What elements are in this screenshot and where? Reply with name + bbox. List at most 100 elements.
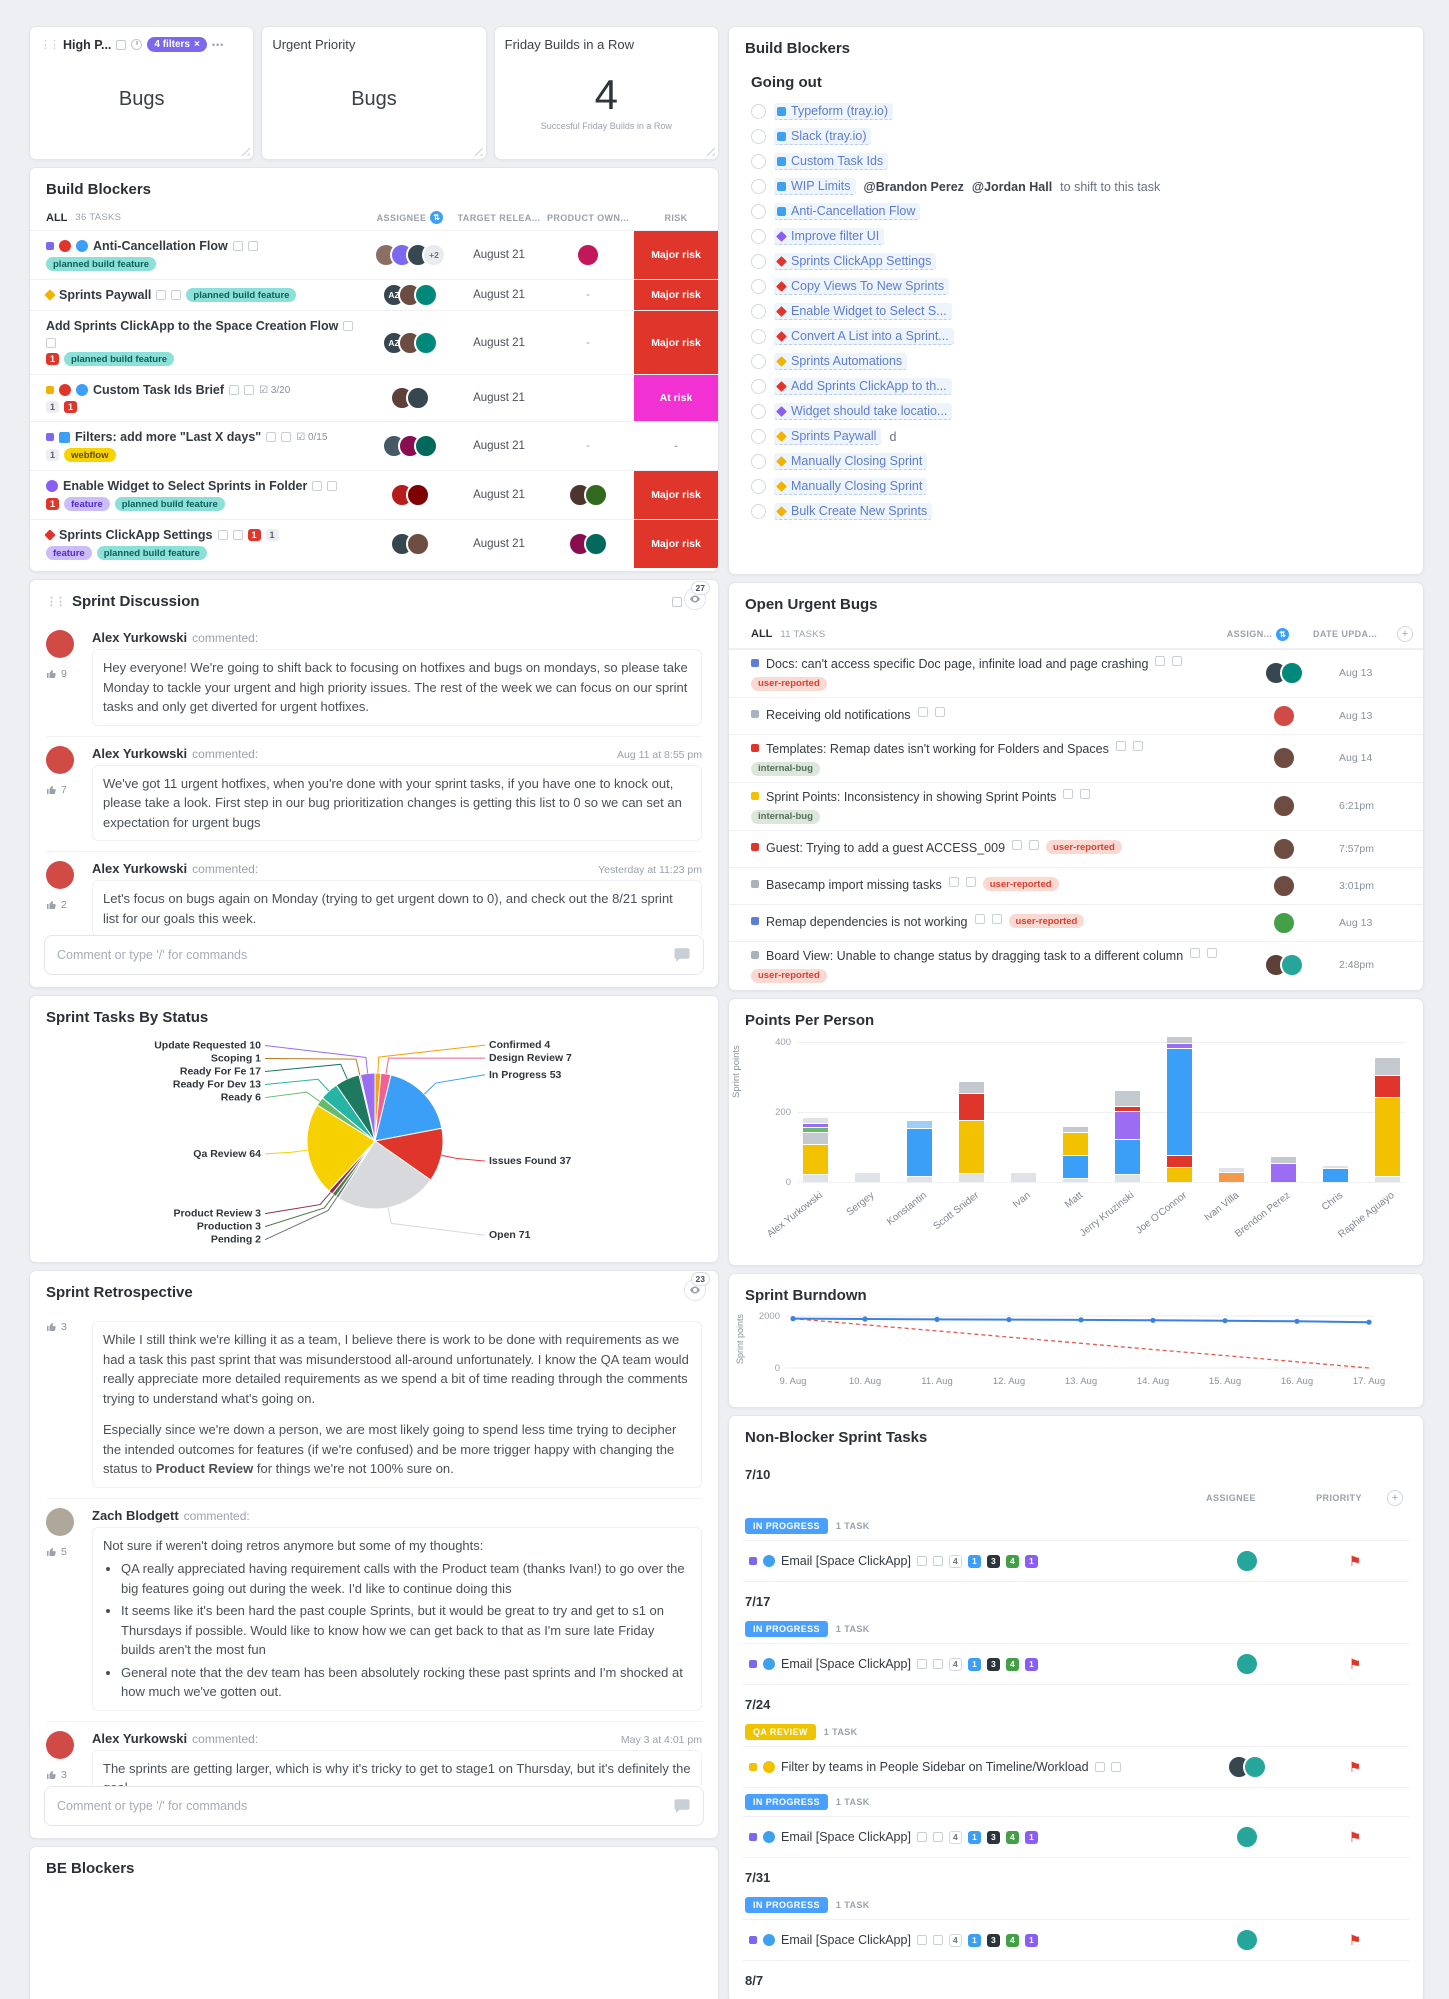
task-mention[interactable]: Manually Closing Sprint — [774, 478, 928, 495]
filter-all[interactable]: ALL — [751, 628, 773, 640]
table-row[interactable]: Custom Task Ids Brief ☑ 3/20 1 1 August 21 At… — [30, 374, 718, 421]
clock-icon[interactable] — [131, 39, 143, 50]
status-badge[interactable]: IN PROGRESS — [745, 1794, 828, 1810]
task-mention[interactable]: Add Sprints ClickApp to th... — [774, 378, 952, 395]
task-mention[interactable]: Sprints Paywall — [774, 428, 882, 445]
resize-handle[interactable] — [704, 146, 715, 156]
bug-title[interactable]: Sprint Points: Inconsistency in showing … — [766, 789, 1057, 804]
like-button[interactable]: 9 — [46, 668, 67, 680]
like-button[interactable]: 5 — [46, 1546, 67, 1558]
pie-slice[interactable] — [359, 1072, 376, 1142]
task-mention[interactable]: Enable Widget to Select S... — [774, 303, 952, 320]
task-mention[interactable]: Bulk Create New Sprints — [774, 503, 933, 520]
bar[interactable]: Ivan Villa — [1202, 1167, 1244, 1224]
checkbox-circle[interactable] — [751, 229, 766, 244]
comment-author[interactable]: Zach Blodgett — [92, 1507, 179, 1523]
task-name[interactable]: Add Sprints ClickApp to the Space Creati… — [46, 319, 339, 333]
task-mention[interactable]: Improve filter UI — [774, 228, 885, 245]
bug-title[interactable]: Docs: can't access specific Doc page, in… — [766, 657, 1149, 671]
comment-input[interactable]: Comment or type '/' for commands — [44, 1786, 704, 1826]
column-date-updated[interactable]: DATE UPDA... — [1313, 629, 1378, 639]
column-risk[interactable]: RISK — [664, 212, 688, 223]
checkbox-circle[interactable] — [751, 429, 766, 444]
group-date[interactable]: 7/17 — [745, 1594, 771, 1609]
watchers[interactable]: 23 — [684, 1272, 710, 1301]
status-badge[interactable]: QA REVIEW — [745, 1724, 816, 1740]
bar[interactable]: Matt — [1063, 1126, 1088, 1211]
group-date[interactable]: 8/7 — [745, 1973, 764, 1988]
priority-flag-icon[interactable]: ⚑ — [1348, 1828, 1362, 1845]
bar[interactable]: Sergey — [845, 1172, 880, 1218]
status-badge[interactable]: IN PROGRESS — [745, 1897, 828, 1913]
comment-author[interactable]: Alex Yurkowski — [92, 630, 188, 645]
group-date[interactable]: 7/10 — [745, 1467, 771, 1482]
task-row[interactable]: Email [Space ClickApp] 4 1 3 4 1 ⚑ — [743, 1540, 1409, 1582]
table-row[interactable]: Sprints Paywall planned build feature AZ Au… — [30, 279, 718, 310]
drag-handle-icon[interactable]: ⋮⋮ — [40, 39, 60, 51]
task-row[interactable]: Email [Space ClickApp] 4 1 3 4 1 ⚑ — [743, 1643, 1409, 1685]
task-mention[interactable]: Widget should take locatio... — [774, 403, 953, 420]
task-mention[interactable]: Convert A List into a Sprint... — [774, 328, 954, 345]
checkbox-circle[interactable] — [751, 129, 766, 144]
bug-title[interactable]: Basecamp import missing tasks — [766, 878, 942, 893]
bar[interactable]: Brendon Perez — [1233, 1156, 1296, 1240]
bar[interactable]: Ivan — [1011, 1172, 1036, 1210]
group-date[interactable]: 7/24 — [745, 1697, 771, 1712]
ellipsis-icon[interactable]: ••• — [211, 39, 225, 50]
priority-flag-icon[interactable]: ⚑ — [1348, 1758, 1362, 1775]
task-mention[interactable]: WIP Limits — [774, 178, 856, 195]
like-button[interactable]: 3 — [46, 1769, 67, 1781]
comment-author[interactable]: Alex Yurkowski — [92, 745, 188, 761]
checkbox-circle[interactable] — [751, 179, 766, 194]
close-icon[interactable]: × — [193, 39, 200, 50]
checkbox-circle[interactable] — [751, 254, 766, 269]
priority-flag-icon[interactable]: ⚑ — [1348, 1552, 1362, 1569]
task-name[interactable]: Email [Space ClickApp] — [781, 1554, 911, 1568]
task-name[interactable]: Sprints Paywall — [59, 288, 152, 302]
filter-all[interactable]: ALL — [46, 211, 68, 224]
checkbox-circle[interactable] — [751, 104, 766, 119]
bug-row[interactable]: Basecamp import missing tasks user-report… — [729, 866, 1423, 904]
watchers[interactable]: 27 — [684, 581, 710, 610]
bug-title[interactable]: Guest: Trying to add a guest ACCESS_009 — [766, 841, 1006, 856]
task-mention[interactable]: Custom Task Ids — [774, 153, 889, 170]
checkbox-circle[interactable] — [751, 329, 766, 344]
add-column-icon[interactable]: + — [1397, 626, 1413, 642]
bar[interactable]: Konstantin — [885, 1120, 932, 1228]
task-mention[interactable]: Sprints ClickApp Settings — [774, 253, 937, 270]
bar[interactable]: Chris — [1320, 1165, 1348, 1213]
bug-row[interactable]: Docs: can't access specific Doc page, in… — [729, 649, 1423, 697]
table-row[interactable]: Add Sprints ClickApp to the Space Creati… — [30, 310, 718, 374]
checkbox-circle[interactable] — [751, 504, 766, 519]
column-target-release[interactable]: TARGET RELEA... — [457, 212, 541, 223]
task-name[interactable]: Email [Space ClickApp] — [781, 1830, 911, 1844]
sort-icon[interactable]: ⇅ — [1276, 627, 1290, 641]
status-badge[interactable]: IN PROGRESS — [745, 1518, 828, 1534]
expand-icon[interactable] — [671, 596, 682, 607]
checkbox-circle[interactable] — [751, 279, 766, 294]
comment-author[interactable]: Alex Yurkowski — [92, 1730, 188, 1746]
drag-handle-icon[interactable]: ⋮⋮ — [46, 596, 66, 608]
sort-icon[interactable]: ⇅ — [430, 211, 444, 224]
status-badge[interactable]: IN PROGRESS — [745, 1621, 828, 1637]
bar[interactable]: Jerry Kruzinski — [1078, 1090, 1140, 1239]
task-name[interactable]: Enable Widget to Select Sprints in Folde… — [63, 479, 308, 493]
checkbox-circle[interactable] — [751, 404, 766, 419]
bug-row[interactable]: Templates: Remap dates isn't working for… — [729, 733, 1423, 782]
task-name[interactable]: Sprints ClickApp Settings — [59, 528, 213, 542]
resize-handle[interactable] — [472, 146, 483, 156]
bug-title[interactable]: Receiving old notifications — [766, 708, 911, 723]
comment-input[interactable]: Comment or type '/' for commands — [44, 935, 704, 975]
task-name[interactable]: Email [Space ClickApp] — [781, 1657, 911, 1671]
table-row[interactable]: Anti-Cancellation Flow planned build feat… — [30, 231, 718, 279]
column-priority[interactable]: PRIORITY — [1316, 1493, 1362, 1503]
column-assignee[interactable]: ASSIGNEE — [1206, 1493, 1256, 1503]
bar[interactable]: Alex Yurkowski — [765, 1116, 828, 1240]
task-mention[interactable]: Slack (tray.io) — [774, 128, 872, 145]
task-mention[interactable]: Typeform (tray.io) — [774, 103, 894, 120]
task-mention[interactable]: Sprints Automations — [774, 353, 908, 370]
bug-title[interactable]: Templates: Remap dates isn't working for… — [766, 741, 1109, 756]
checkbox-circle[interactable] — [751, 454, 766, 469]
task-mention[interactable]: Anti-Cancellation Flow — [774, 203, 921, 220]
priority-flag-icon[interactable]: ⚑ — [1348, 1655, 1362, 1672]
